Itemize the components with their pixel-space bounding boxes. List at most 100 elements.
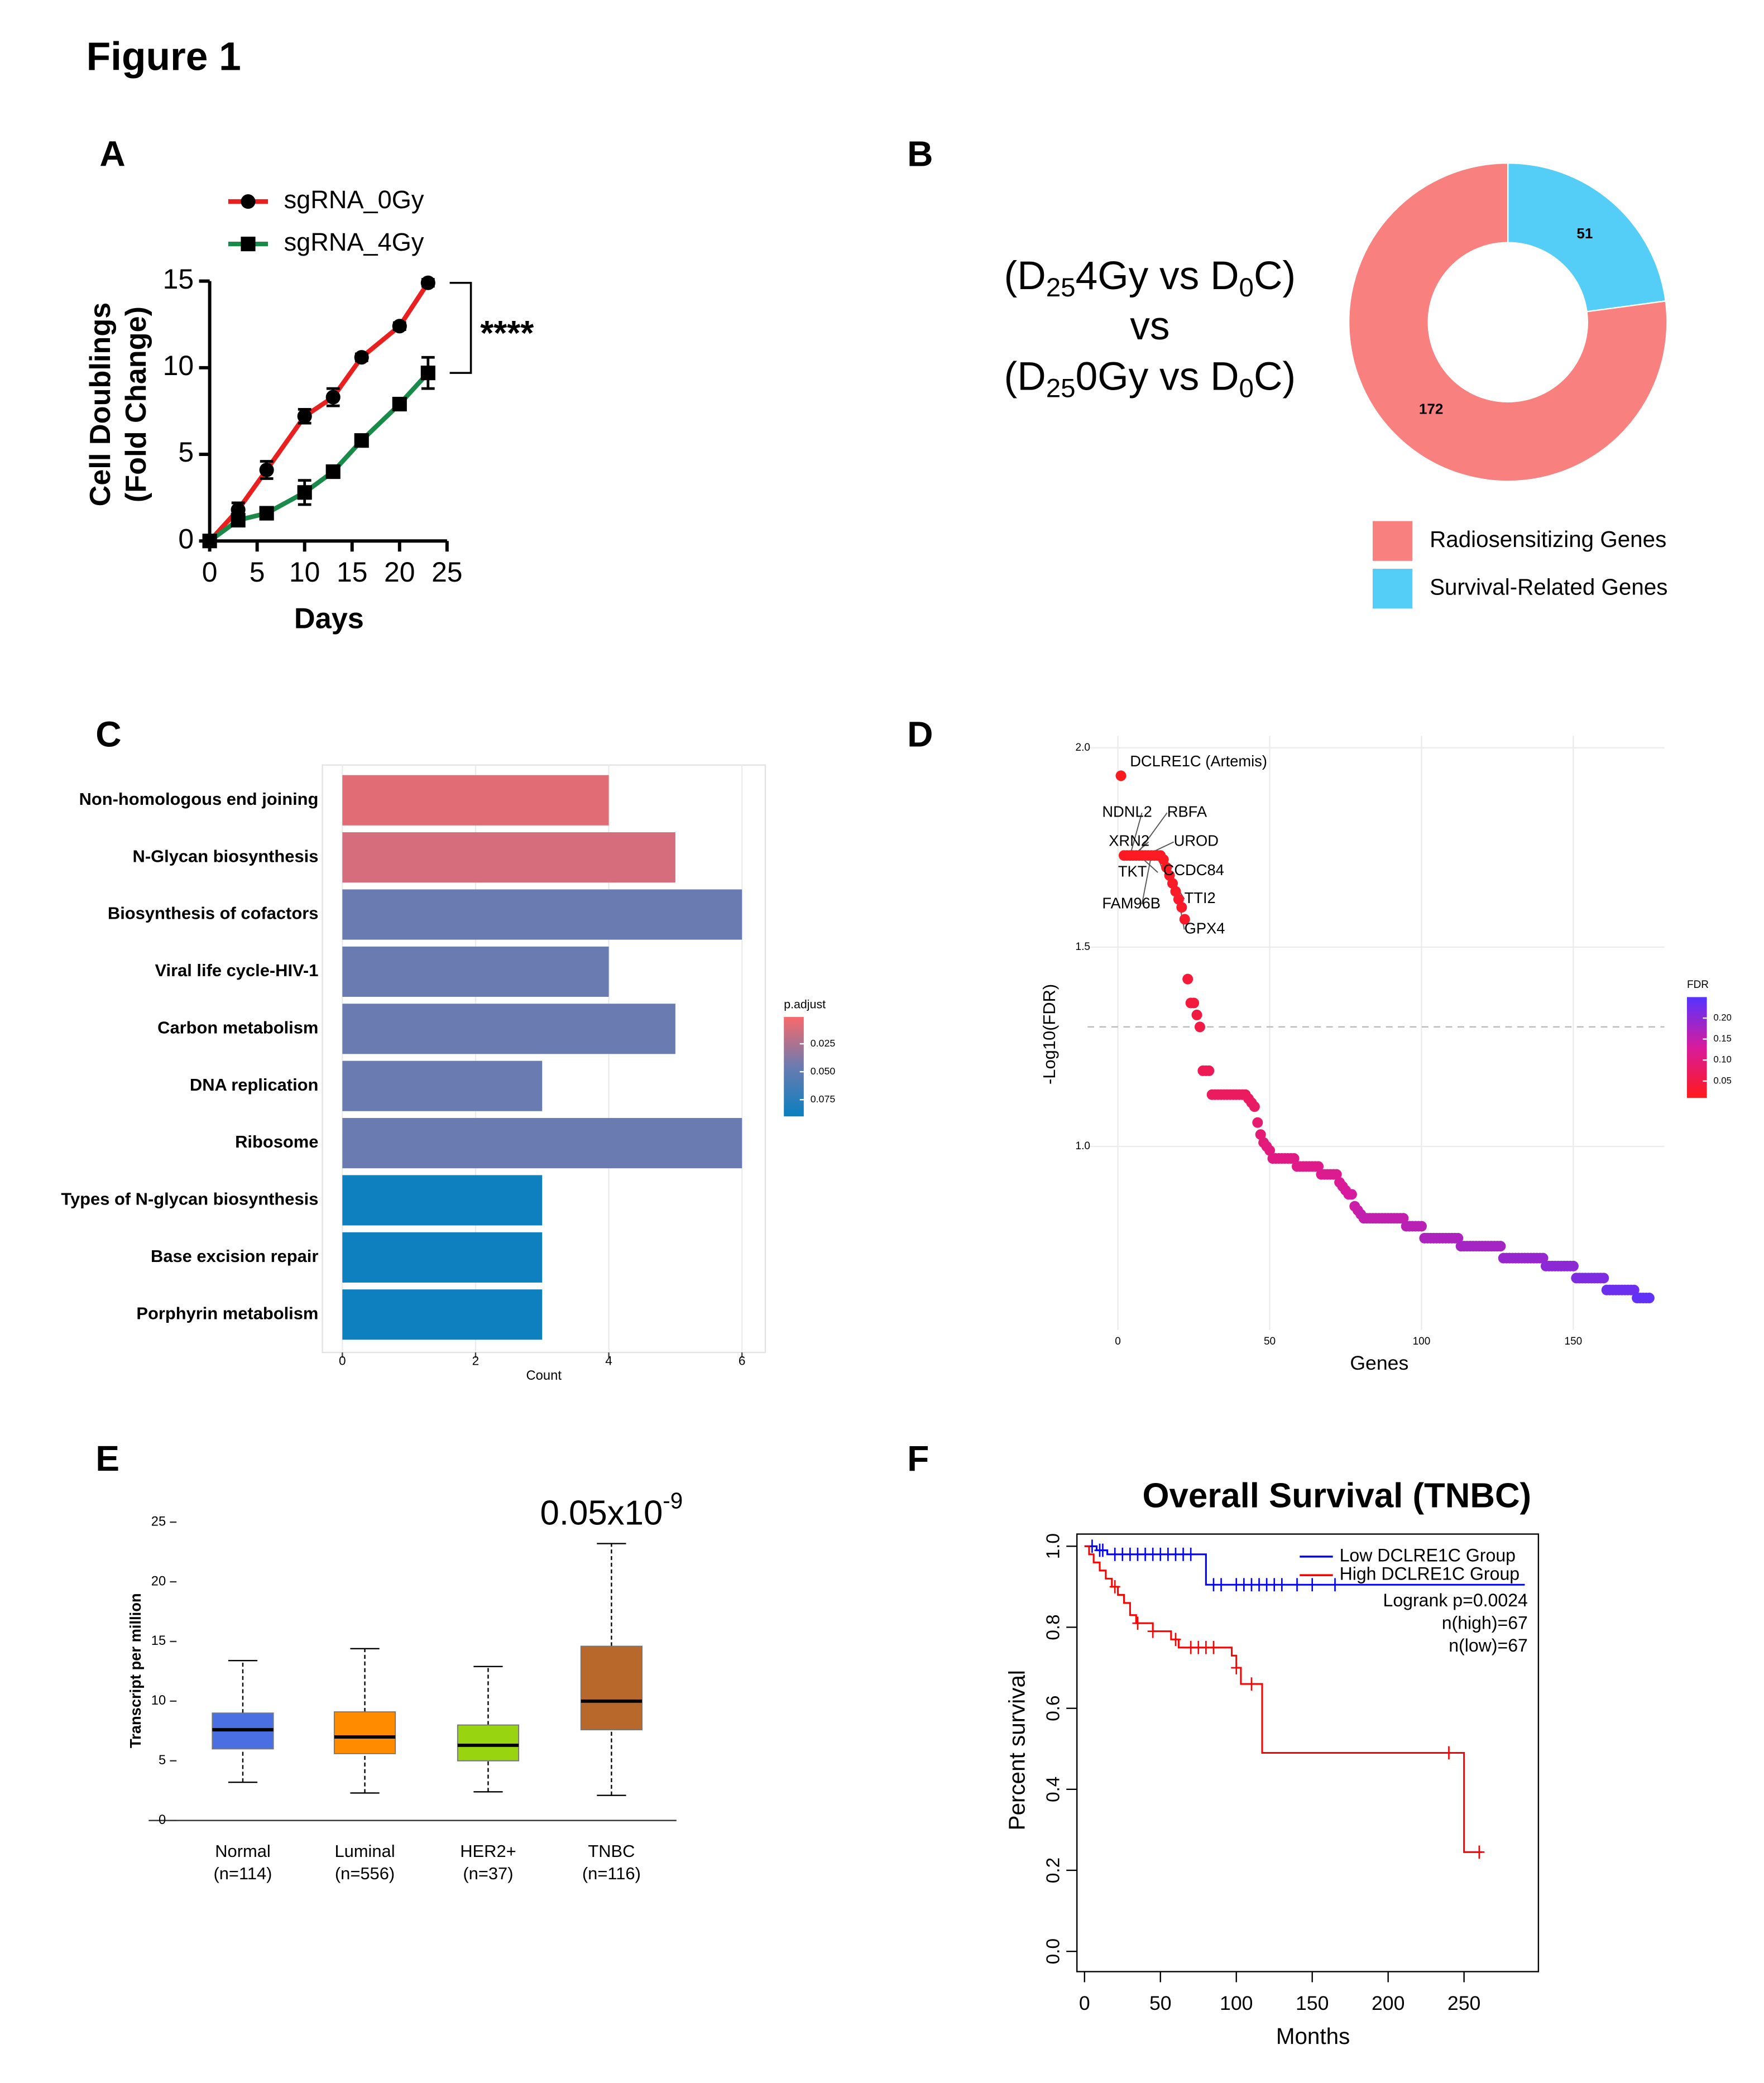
y-tick-label: Biosynthesis of cofactors xyxy=(108,904,318,923)
y-tick-label: 15 xyxy=(151,1633,166,1648)
significance-bracket xyxy=(449,281,472,374)
gene-label: DCLRE1C (Artemis) xyxy=(1130,752,1267,770)
y-tick-label: 5 xyxy=(159,1753,166,1768)
marker xyxy=(231,512,246,528)
y-axis-label: Percent survival xyxy=(1004,1670,1029,1830)
x-tick-label: 150 xyxy=(1565,1336,1583,1347)
point xyxy=(1313,1161,1324,1172)
gene-label: RBFA xyxy=(1167,803,1207,820)
y-tick-label: DNA replication xyxy=(190,1075,318,1095)
gene-label: UROD xyxy=(1174,832,1219,849)
y-tick-label: 5 xyxy=(178,436,194,468)
colorbar-tick-label: 0.050 xyxy=(811,1066,836,1077)
point xyxy=(1568,1260,1579,1271)
gene-label: TTI2 xyxy=(1185,889,1216,906)
x-tick-label: 150 xyxy=(1296,1992,1329,2014)
donut-segment xyxy=(1348,162,1668,482)
marker xyxy=(420,366,435,381)
x-tick-label: 200 xyxy=(1372,1992,1405,2014)
x-tick-label: Luminal xyxy=(334,1841,395,1861)
colorbar-tick-label: 0.10 xyxy=(1713,1054,1731,1065)
comparison-part: vs xyxy=(1130,304,1169,348)
y-tick-label: 10 xyxy=(163,350,194,381)
panel-label: F xyxy=(907,1438,929,1479)
bar xyxy=(342,1118,742,1169)
x-tick-label: (n=556) xyxy=(335,1864,395,1883)
comparison-part: (D xyxy=(1004,253,1046,298)
censor-mark xyxy=(1292,1578,1303,1592)
censor-mark xyxy=(1216,1578,1227,1592)
box xyxy=(333,1711,396,1754)
x-tick-label: (n=37) xyxy=(463,1864,513,1883)
plot-panel xyxy=(1087,736,1665,1330)
colorbar-tick-label: 0.15 xyxy=(1713,1033,1731,1044)
x-tick-label: 15 xyxy=(337,556,367,588)
stat-label: n(low)=67 xyxy=(1449,1635,1528,1655)
x-tick-label: 10 xyxy=(289,556,320,588)
y-tick-label: Base excision repair xyxy=(151,1246,318,1266)
point xyxy=(1346,1189,1357,1200)
censor-mark xyxy=(1170,1633,1181,1647)
value-label: 172 xyxy=(1419,401,1444,417)
y-tick-label: 0.4 xyxy=(1043,1777,1064,1802)
x-tick-label: 100 xyxy=(1413,1336,1431,1347)
marker xyxy=(325,464,341,479)
censor-mark xyxy=(1147,1624,1158,1638)
point xyxy=(1170,886,1181,897)
x-tick-label: 6 xyxy=(739,1354,746,1368)
y-tick-label: Non-homologous end joining xyxy=(79,789,319,809)
censor-mark xyxy=(1109,1580,1120,1594)
censor-mark xyxy=(1474,1845,1485,1859)
colorbar xyxy=(1686,997,1707,1098)
censor-mark xyxy=(1132,1616,1143,1630)
y-tick-label: Carbon metabolism xyxy=(157,1017,318,1037)
marker xyxy=(392,396,407,412)
subscript: 0 xyxy=(1239,272,1254,302)
x-axis-label: Genes xyxy=(1350,1352,1408,1374)
marker xyxy=(354,350,369,365)
comparison-part: C) xyxy=(1254,253,1296,298)
point xyxy=(1252,1117,1263,1128)
x-tick-label: 0 xyxy=(1079,1992,1090,2014)
point xyxy=(1161,862,1172,873)
legend-marker xyxy=(241,237,256,252)
comparison-part: 0Gy vs D xyxy=(1076,354,1239,399)
point xyxy=(1158,854,1169,865)
legend-label: High DCLRE1C Group xyxy=(1340,1564,1520,1584)
x-tick-label: 0 xyxy=(339,1354,346,1368)
y-tick-label: 1.0 xyxy=(1076,1140,1090,1152)
bar xyxy=(342,1060,543,1111)
gene-label: FAM96B xyxy=(1102,894,1161,911)
point xyxy=(1453,1232,1464,1244)
comparison-text: (D254Gy vs D0C) xyxy=(1004,253,1296,303)
x-tick-label: 5 xyxy=(250,556,265,588)
censor-mark xyxy=(1231,1661,1242,1674)
legend-swatch xyxy=(1372,521,1413,561)
x-tick-label: 100 xyxy=(1220,1992,1253,2014)
stat-label: n(high)=67 xyxy=(1442,1613,1528,1633)
censor-mark xyxy=(1246,1677,1257,1691)
donut-segment xyxy=(1507,162,1667,313)
bar xyxy=(342,1175,543,1226)
y-tick-label: 0.2 xyxy=(1043,1858,1064,1883)
y-tick-label: Types of N-glycan biosynthesis xyxy=(61,1189,318,1209)
legend-label: Low DCLRE1C Group xyxy=(1340,1545,1516,1565)
colorbar-tick-label: 0.025 xyxy=(811,1038,836,1049)
x-tick-label: 50 xyxy=(1149,1992,1172,2014)
subscript: 0 xyxy=(1239,373,1254,403)
point xyxy=(1176,902,1187,913)
bar xyxy=(342,889,742,940)
point xyxy=(1416,1221,1427,1232)
y-tick-label: 0 xyxy=(159,1812,166,1827)
point xyxy=(1249,1101,1260,1112)
y-tick-label: 0.8 xyxy=(1043,1614,1064,1640)
point xyxy=(1628,1284,1640,1295)
point xyxy=(1643,1293,1655,1304)
y-tick-label: Ribosome xyxy=(235,1132,318,1151)
censor-mark xyxy=(1276,1578,1287,1592)
figure-title: Figure 1 xyxy=(87,35,241,79)
censor-mark xyxy=(1208,1640,1219,1654)
point xyxy=(1115,770,1127,781)
x-tick-label: 50 xyxy=(1264,1336,1276,1347)
censor-mark xyxy=(1097,1543,1108,1557)
